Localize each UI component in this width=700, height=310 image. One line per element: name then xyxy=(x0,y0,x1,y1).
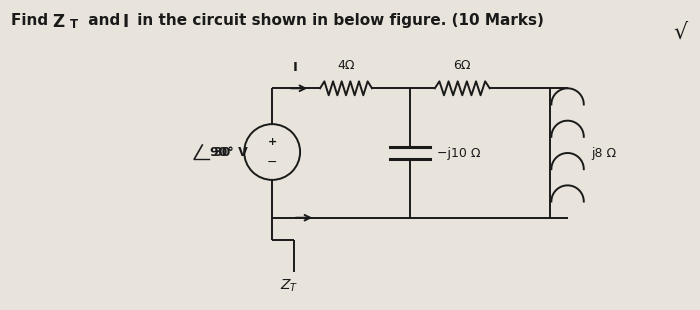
Text: in the circuit shown in below figure. (10 Marks): in the circuit shown in below figure. (1… xyxy=(132,13,545,28)
Text: 4Ω: 4Ω xyxy=(337,60,355,72)
Text: I: I xyxy=(293,61,297,74)
Text: −: − xyxy=(267,156,277,168)
Text: and: and xyxy=(83,13,125,28)
Text: I: I xyxy=(122,13,129,31)
Text: Find: Find xyxy=(10,13,53,28)
Text: j8 Ω: j8 Ω xyxy=(592,147,617,160)
Text: Z: Z xyxy=(52,13,64,31)
Text: −j10 Ω: −j10 Ω xyxy=(437,147,480,160)
Text: 30: 30 xyxy=(213,145,230,158)
Text: $Z_T$: $Z_T$ xyxy=(280,277,298,294)
Text: √: √ xyxy=(673,23,687,42)
Text: 6Ω: 6Ω xyxy=(454,60,471,72)
Text: T: T xyxy=(69,18,78,31)
Text: 90° V: 90° V xyxy=(210,145,248,158)
Text: +: + xyxy=(267,137,276,147)
